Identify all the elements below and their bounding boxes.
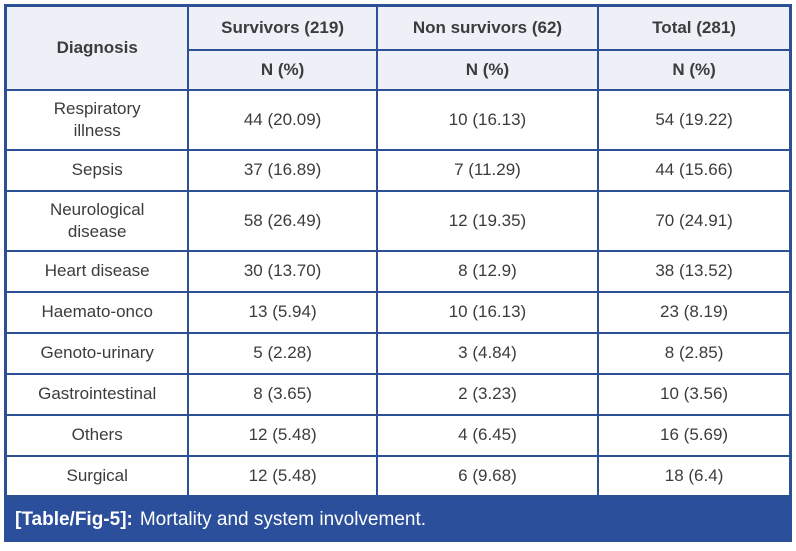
- total-cell: 8 (2.85): [597, 331, 792, 375]
- mortality-table: Diagnosis Survivors (219) Non survivors …: [4, 4, 792, 498]
- non-survivors-cell: 10 (16.13): [375, 88, 600, 151]
- survivors-cell: 44 (20.09): [187, 88, 378, 151]
- survivors-cell: 12 (5.48): [187, 413, 378, 457]
- non-survivors-cell: 3 (4.84): [375, 331, 600, 375]
- non-survivors-cell: 7 (11.29): [375, 148, 600, 192]
- total-cell: 70 (24.91): [597, 189, 792, 252]
- diagnosis-cell: Gastrointestinal: [4, 372, 190, 416]
- column-header-diagnosis: Diagnosis: [4, 4, 190, 91]
- diagnosis-cell: Respiratory illness: [4, 88, 190, 151]
- subheader-total-n-pct: N (%): [597, 48, 792, 91]
- sub-header-row: N (%) N (%) N (%): [6, 48, 792, 91]
- total-cell: 44 (15.66): [597, 148, 792, 192]
- table-caption-bar: [Table/Fig-5]: Mortality and system invo…: [4, 498, 792, 542]
- diagnosis-cell: Heart disease: [4, 249, 190, 293]
- survivors-cell: 58 (26.49): [187, 189, 378, 252]
- table-row: Neurological disease 58 (26.49) 12 (19.3…: [4, 189, 792, 252]
- table-body: Respiratory illness 44 (20.09) 10 (16.13…: [4, 88, 792, 498]
- non-survivors-cell: 12 (19.35): [375, 189, 600, 252]
- subheader-non-survivors-n-pct: N (%): [375, 48, 600, 91]
- non-survivors-cell: 8 (12.9): [375, 249, 600, 293]
- table-row: Surgical 12 (5.48) 6 (9.68) 18 (6.4): [4, 454, 792, 498]
- non-survivors-cell: 2 (3.23): [375, 372, 600, 416]
- caption-text: Mortality and system involvement.: [139, 509, 427, 530]
- total-cell: 10 (3.56): [597, 372, 792, 416]
- diagnosis-cell: Genoto-urinary: [4, 331, 190, 375]
- diagnosis-cell: Haemato-onco: [4, 290, 190, 334]
- diagnosis-cell: Sepsis: [4, 148, 190, 192]
- non-survivors-cell: 6 (9.68): [375, 454, 600, 498]
- non-survivors-cell: 10 (16.13): [375, 290, 600, 334]
- diagnosis-cell: Surgical: [4, 454, 190, 498]
- total-cell: 23 (8.19): [597, 290, 792, 334]
- table-row: Genoto-urinary 5 (2.28) 3 (4.84) 8 (2.85…: [4, 331, 792, 375]
- survivors-cell: 5 (2.28): [187, 331, 378, 375]
- table-row: Heart disease 30 (13.70) 8 (12.9) 38 (13…: [4, 249, 792, 293]
- total-cell: 38 (13.52): [597, 249, 792, 293]
- survivors-cell: 30 (13.70): [187, 249, 378, 293]
- table-header: Diagnosis Survivors (219) Non survivors …: [4, 4, 792, 91]
- survivors-cell: 37 (16.89): [187, 148, 378, 192]
- column-header-non-survivors: Non survivors (62): [375, 4, 600, 51]
- table-row: Others 12 (5.48) 4 (6.45) 16 (5.69): [4, 413, 792, 457]
- diagnosis-cell: Others: [4, 413, 190, 457]
- survivors-cell: 12 (5.48): [187, 454, 378, 498]
- caption-tag: [Table/Fig-5]:: [15, 509, 133, 530]
- diagnosis-cell: Neurological disease: [4, 189, 190, 252]
- column-header-survivors: Survivors (219): [187, 4, 378, 51]
- table-row: Respiratory illness 44 (20.09) 10 (16.13…: [4, 88, 792, 151]
- survivors-cell: 8 (3.65): [187, 372, 378, 416]
- non-survivors-cell: 4 (6.45): [375, 413, 600, 457]
- column-header-total: Total (281): [597, 4, 792, 51]
- table-row: Sepsis 37 (16.89) 7 (11.29) 44 (15.66): [4, 148, 792, 192]
- group-header-row: Diagnosis Survivors (219) Non survivors …: [4, 4, 792, 91]
- total-cell: 16 (5.69): [597, 413, 792, 457]
- survivors-cell: 13 (5.94): [187, 290, 378, 334]
- total-cell: 54 (19.22): [597, 88, 792, 151]
- table-row: Gastrointestinal 8 (3.65) 2 (3.23) 10 (3…: [4, 372, 792, 416]
- subheader-survivors-n-pct: N (%): [187, 48, 378, 91]
- total-cell: 18 (6.4): [597, 454, 792, 498]
- table-row: Haemato-onco 13 (5.94) 10 (16.13) 23 (8.…: [4, 290, 792, 334]
